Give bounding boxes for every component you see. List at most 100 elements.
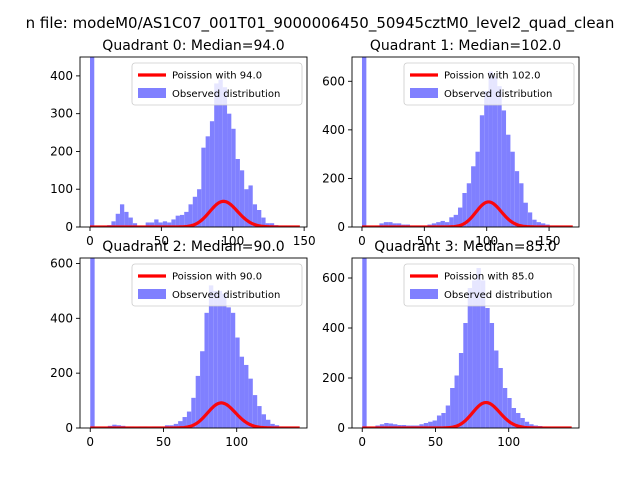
histogram-bar xyxy=(484,91,489,227)
x-tick-label: 100 xyxy=(225,435,248,449)
histogram-bar xyxy=(186,411,192,428)
histogram-bar xyxy=(419,424,424,428)
subplot-title: Quadrant 3: Median=85.0 xyxy=(374,239,556,255)
subplot-quadrant-3: 0 50 100 0 200 400 600 Quadrant 3: Median=85.0 P… xyxy=(322,239,580,449)
histogram-bar xyxy=(128,217,133,227)
y-tick-label: 600 xyxy=(322,271,345,285)
histogram-bar xyxy=(149,222,155,227)
x-tick-label: 0 xyxy=(86,234,94,248)
histogram-bar xyxy=(516,413,521,428)
histogram-bar xyxy=(200,351,205,428)
legend-patch-swatch xyxy=(138,88,166,98)
histogram-bar xyxy=(502,388,508,428)
histogram-bar xyxy=(269,223,275,227)
histogram-bar xyxy=(214,83,219,227)
y-tick-label: 0 xyxy=(337,220,345,234)
y-tick-label: 600 xyxy=(50,256,73,270)
histogram-bar xyxy=(217,290,223,428)
legend-patch-swatch xyxy=(138,289,166,299)
histogram-bar xyxy=(514,171,520,227)
histogram-bar xyxy=(536,222,541,227)
legend-label-poisson: Poission with 94.0 xyxy=(172,71,262,82)
y-tick-label: 100 xyxy=(50,182,73,196)
histogram-bar xyxy=(158,222,163,227)
subplot-grid: 0 50 100 150 0 100 200 300 400 Quadrant 0: Median… xyxy=(50,38,580,449)
legend-label-poisson: Poission with 102.0 xyxy=(444,71,540,82)
histogram-bar xyxy=(467,288,473,428)
histogram-bar xyxy=(252,204,258,227)
histogram-bar xyxy=(524,421,530,428)
histogram-bar xyxy=(492,76,498,227)
histogram-bar xyxy=(227,113,232,227)
histogram-bar xyxy=(261,414,266,428)
histogram-bar xyxy=(184,211,189,227)
histogram-bar xyxy=(167,222,172,227)
histogram-bar xyxy=(393,424,398,428)
histogram-bar xyxy=(379,223,384,227)
histogram-bar xyxy=(111,221,116,227)
y-tick-label: 400 xyxy=(50,311,73,325)
x-tick-label: 0 xyxy=(358,435,366,449)
histogram-bar xyxy=(222,293,227,428)
histogram-bar xyxy=(235,159,240,227)
histogram-bar xyxy=(209,121,215,227)
legend: Poission with 102.0 Observed distribution xyxy=(403,62,575,106)
histogram-bar xyxy=(235,337,240,428)
histogram-bar xyxy=(450,388,455,428)
subplot-title: Quadrant 1: Median=102.0 xyxy=(370,38,561,54)
histogram-bar xyxy=(458,207,463,227)
histogram-bar xyxy=(436,222,441,227)
histogram-bar xyxy=(270,423,275,428)
x-tick-label: 150 xyxy=(538,234,561,248)
histogram-bar xyxy=(445,405,451,428)
histogram-bar xyxy=(498,368,503,428)
y-tick-label: 200 xyxy=(50,366,73,380)
histogram-bar xyxy=(252,395,258,428)
histogram-bar xyxy=(384,423,389,428)
histogram-bar xyxy=(132,223,138,227)
legend: Poission with 90.0 Observed distribution xyxy=(131,263,303,307)
y-tick-label: 400 xyxy=(322,123,345,137)
histogram-bar xyxy=(392,223,397,227)
histogram-bar xyxy=(230,312,236,428)
histogram-bar xyxy=(388,222,393,227)
histogram-bar xyxy=(178,421,183,428)
histogram-bar xyxy=(501,110,507,227)
legend-label-observed: Observed distribution xyxy=(444,89,552,100)
legend: Poission with 94.0 Observed distribution xyxy=(131,62,303,106)
y-tick-label: 600 xyxy=(322,74,345,88)
x-tick-label: 100 xyxy=(221,234,244,248)
axes-frame xyxy=(79,56,308,228)
histogram-bar xyxy=(507,398,512,428)
histogram-bar xyxy=(471,166,476,227)
legend-label-observed: Observed distribution xyxy=(172,89,280,100)
histogram-bar xyxy=(244,189,249,227)
histogram-bar xyxy=(466,183,472,227)
histogram-bar xyxy=(383,222,389,227)
x-tick-label: 100 xyxy=(497,435,520,449)
histogram-bars xyxy=(362,258,565,428)
histogram-bar xyxy=(361,57,367,227)
histogram-bar xyxy=(529,424,534,428)
subplot-quadrant-1: 0 50 100 150 0 200 400 600 Quadrant 1: Median=10… xyxy=(322,38,580,248)
axes-frame xyxy=(79,257,308,429)
y-tick-label: 400 xyxy=(322,321,345,335)
histogram-bar xyxy=(257,406,262,428)
histogram-bar xyxy=(440,220,445,227)
histogram-bar xyxy=(506,134,511,227)
histogram-bar xyxy=(182,417,187,428)
x-tick-label: 50 xyxy=(156,435,171,449)
x-tick-label: 100 xyxy=(475,234,498,248)
histogram-bar xyxy=(201,147,206,227)
histogram-bar xyxy=(510,151,515,227)
histogram-bars xyxy=(89,57,292,227)
histogram-bar xyxy=(519,183,524,227)
histogram-bar xyxy=(472,280,477,428)
histogram-bar xyxy=(497,86,502,227)
histogram-bar xyxy=(195,375,201,428)
histogram-bar xyxy=(239,170,245,227)
histogram-bar xyxy=(532,219,537,227)
histogram-bar xyxy=(476,268,481,428)
x-tick-label: 0 xyxy=(358,234,366,248)
histogram-bar xyxy=(523,202,528,227)
